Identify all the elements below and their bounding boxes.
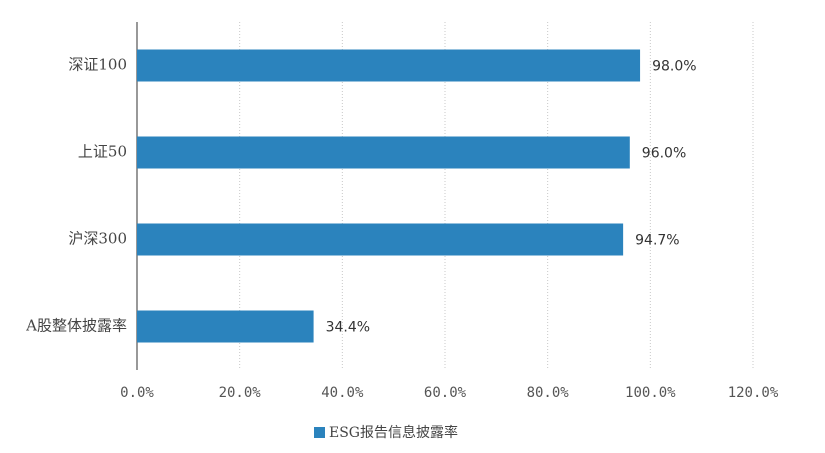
y-tick-label: 深证100 <box>68 56 127 74</box>
y-tick-label: 上证50 <box>78 143 127 161</box>
legend-label: ESG报告信息披露率 <box>329 424 458 441</box>
bar <box>137 310 314 343</box>
value-label: 96.0% <box>642 146 686 162</box>
x-tick-label: 60.0% <box>424 385 467 401</box>
value-label: 34.4% <box>326 320 370 336</box>
x-tick-label: 20.0% <box>219 385 262 401</box>
y-tick-label: A股整体披露率 <box>25 317 127 335</box>
value-label: 94.7% <box>635 233 679 249</box>
y-tick-label: 沪深300 <box>68 230 127 248</box>
legend-swatch <box>314 427 325 438</box>
bar <box>137 136 630 169</box>
x-tick-label: 0.0% <box>120 385 154 401</box>
x-tick-label: 80.0% <box>527 385 570 401</box>
x-tick-label: 40.0% <box>321 385 364 401</box>
bar <box>137 223 624 256</box>
x-tick-label: 100.0% <box>625 385 676 401</box>
value-label: 98.0% <box>652 59 696 75</box>
bar <box>137 49 641 82</box>
x-tick-label: 120.0% <box>728 385 779 401</box>
